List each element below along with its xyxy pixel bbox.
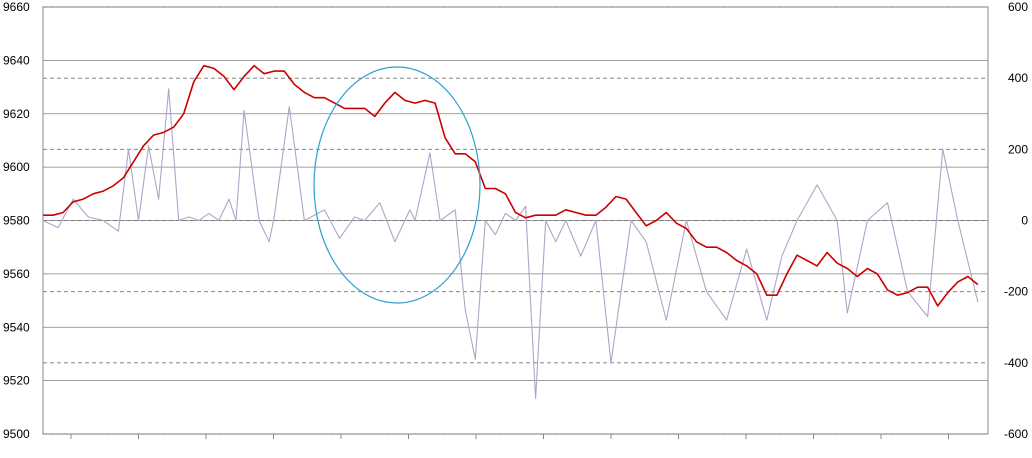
right-tick-label: 200 (1008, 142, 1028, 156)
right-tick-label: 0 (1021, 214, 1028, 228)
left-tick-label: 9520 (3, 374, 30, 388)
left-tick-label: 9500 (3, 427, 30, 441)
left-tick-label: 9640 (3, 53, 30, 67)
right-axis: 600 400 200 0 -200 -400 -600 (1004, 0, 1028, 441)
series-right-line (42, 88, 979, 399)
gridlines (43, 6, 988, 435)
left-tick-label: 9620 (3, 107, 30, 121)
left-tick-label: 9540 (3, 320, 30, 334)
highlight-ellipse (313, 66, 481, 304)
x-axis-ticks (70, 434, 949, 439)
left-tick-label: 9600 (3, 160, 30, 174)
right-tick-label: 400 (1008, 71, 1028, 85)
right-tick-label: -200 (1004, 285, 1028, 299)
series-layer (42, 64, 979, 399)
left-tick-label: 9660 (3, 0, 30, 14)
right-tick-label: -600 (1004, 427, 1028, 441)
right-tick-label: 600 (1008, 0, 1028, 14)
right-tick-label: -400 (1004, 356, 1028, 370)
left-tick-label: 9560 (3, 267, 30, 281)
series-left-line (43, 64, 979, 307)
left-axis: 9660 9640 9620 9600 9580 9560 9540 9520 9500 (3, 0, 30, 441)
left-tick-label: 9580 (3, 214, 30, 228)
